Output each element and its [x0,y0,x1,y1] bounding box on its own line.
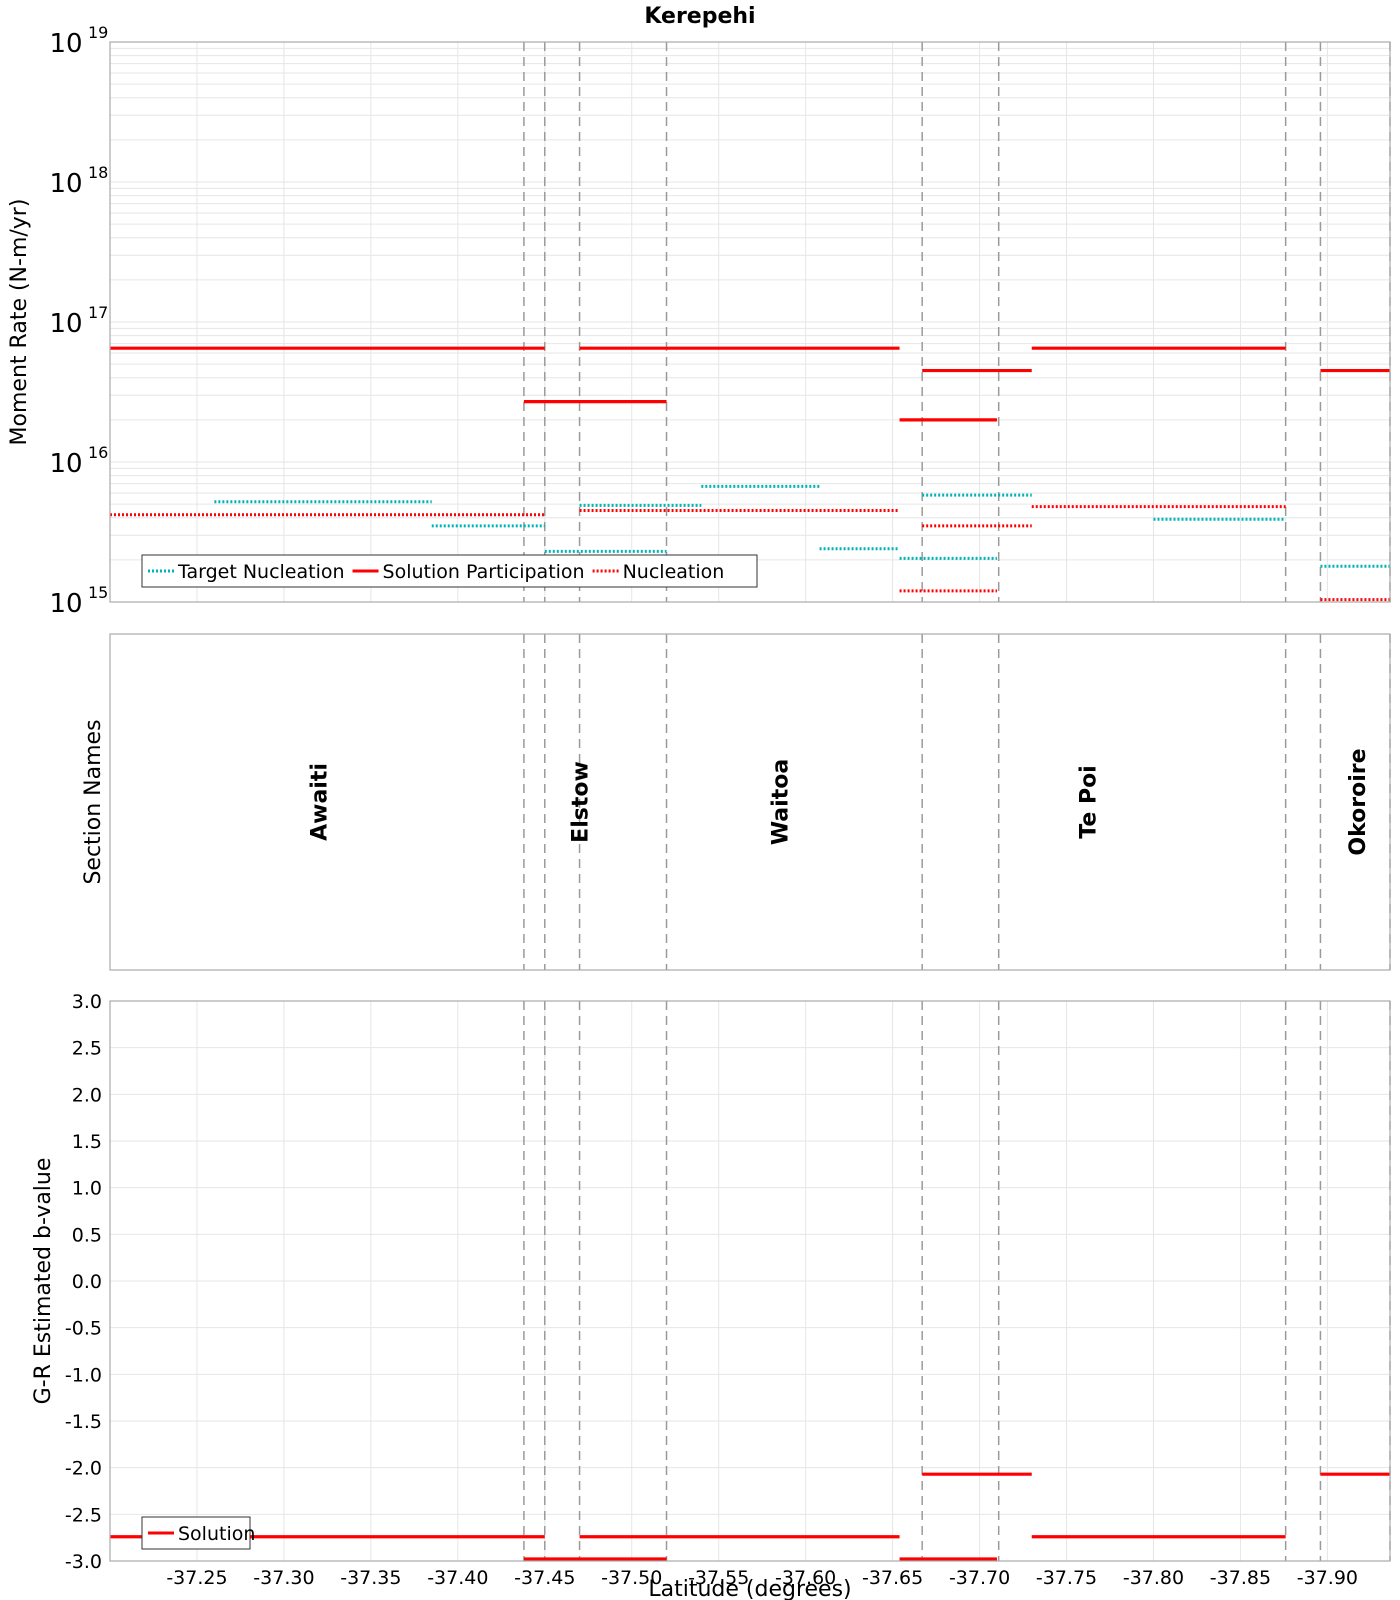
y-tick-label: 10 [49,169,82,199]
x-tick-label: -37.75 [1036,1567,1097,1589]
x-tick-label: -37.55 [688,1567,749,1589]
x-axis-label: Latitude (degrees) [648,1577,851,1600]
section-name: Okoroire [1346,748,1371,855]
y-tick-label: 1.0 [72,1178,102,1200]
section-name: Elstow [569,761,594,843]
x-tick-label: -37.35 [340,1567,401,1589]
x-tick-label: -37.60 [775,1567,836,1589]
y-tick-label: -2.5 [65,1504,102,1526]
y-tick-exponent: 17 [88,303,108,322]
y-tick-exponent: 18 [88,163,108,182]
x-tick-label: -37.90 [1297,1567,1358,1589]
y-tick-label: 10 [49,589,82,619]
section-names-panel: Awaiti Elstow Waitoa Te Poi Okoroire Section … [81,633,1391,971]
x-tick-label: -37.85 [1210,1567,1271,1589]
x-tick-label: -37.25 [166,1567,227,1589]
y-tick-label: 10 [49,309,82,339]
y-tick-label: -0.5 [65,1318,102,1340]
x-tick-label: -37.45 [514,1567,575,1589]
y-tick-label: 0.0 [72,1271,102,1293]
y-axis-label: Section Names [81,719,106,884]
x-tick-label: -37.30 [253,1567,314,1589]
y-axis-label: G-R Estimated b-value [31,1158,56,1405]
y-tick-exponent: 15 [88,583,108,602]
plot-frame [109,41,1391,603]
plot-frame [109,1000,1391,1562]
y-tick-exponent: 16 [88,443,108,462]
x-tick-label: -37.50 [601,1567,662,1589]
legend-entry: Solution Participation [383,561,585,583]
y-tick-label: -1.0 [65,1364,102,1386]
legend-entry: Solution [178,1523,255,1545]
y-tick-label: 0.5 [72,1224,102,1246]
legend-entry: Nucleation [623,561,725,583]
y-tick-label: -2.0 [65,1458,102,1480]
y-tick-label: 3.0 [72,991,102,1013]
y-tick-label: 2.5 [72,1038,102,1060]
section-name: Te Poi [1076,765,1101,838]
plot-frame [109,633,1391,971]
legend [141,554,758,588]
x-tick-label: -37.70 [949,1567,1010,1589]
chart-title: Kerepehi [644,4,755,29]
x-tick-label: -37.40 [427,1567,488,1589]
y-tick-label: 1.5 [72,1131,102,1153]
moment-rate-panel: 10 15 10 16 10 17 10 18 10 19 Moment Rate (N-m/yr)… [7,23,1391,619]
y-tick-label: -1.5 [65,1411,102,1433]
y-tick-label: 2.0 [72,1084,102,1106]
y-tick-label: -3.0 [65,1551,102,1573]
y-tick-exponent: 19 [88,23,108,42]
section-name: Awaiti [308,763,333,841]
y-axis-label: Moment Rate (N-m/yr) [7,199,32,446]
x-tick-label: -37.65 [862,1567,923,1589]
legend-entry: Target Nucleation [177,561,345,583]
b-value-panel: 3.0 2.5 2.0 1.5 1.0 0.5 0.0 -0.5 -1.0 -1.5 -2.0 -2.… [31,991,1391,1600]
y-tick-label: 10 [49,449,82,479]
y-tick-label: 10 [49,29,82,59]
x-tick-label: -37.80 [1123,1567,1184,1589]
section-name: Waitoa [769,759,794,845]
